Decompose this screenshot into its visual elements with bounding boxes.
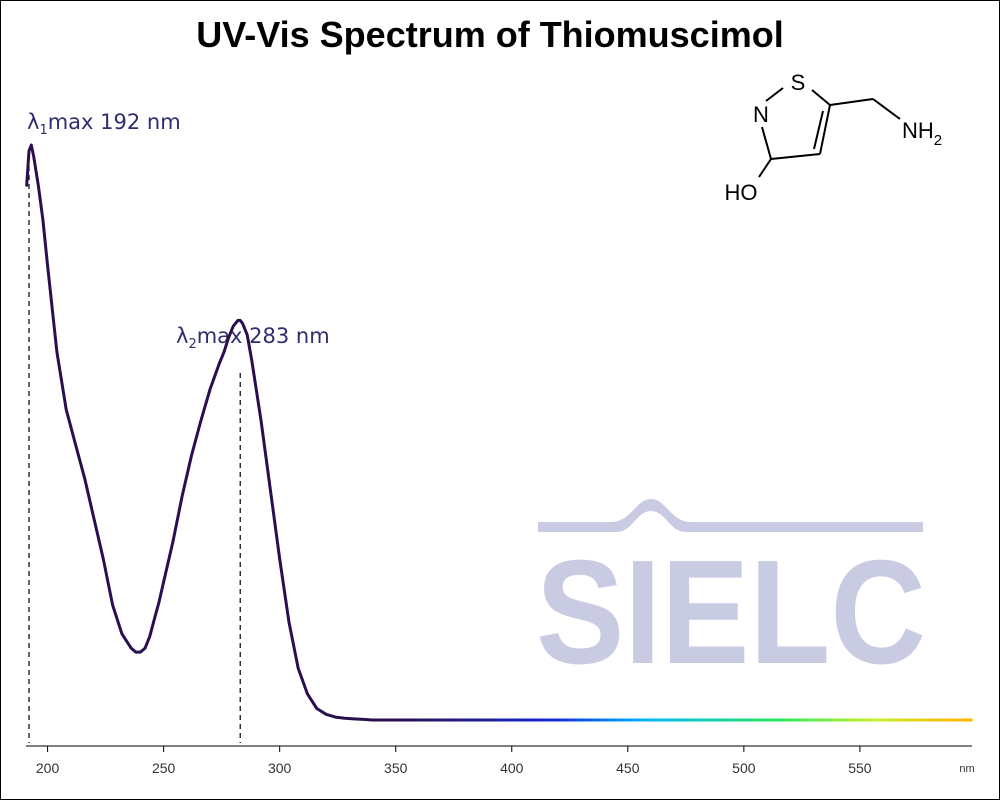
x-tick-label: 450	[616, 760, 640, 776]
x-axis-unit-label: nm	[959, 763, 974, 775]
peak-markers: λ1max 192 nm λ2max 283 nm	[27, 110, 330, 743]
x-tick-label: 550	[848, 760, 872, 776]
x-axis-ticks: 200 250 300 350 400 450 500 550	[36, 746, 872, 776]
x-tick-label: 350	[384, 760, 408, 776]
x-tick-label: 400	[500, 760, 524, 776]
sielc-watermark: SIELC	[536, 499, 926, 695]
atom-nh2-label: NH2	[902, 118, 942, 149]
spectrum-line	[25, 143, 973, 722]
atom-ho-label: HO	[725, 180, 758, 205]
watermark-swoosh	[538, 499, 923, 532]
x-tick-label: 500	[732, 760, 756, 776]
x-tick-label: 250	[152, 760, 176, 776]
peak-1-label: λ1max 192 nm	[27, 110, 181, 138]
x-tick-label: 300	[268, 760, 292, 776]
watermark-text: SIELC	[536, 530, 926, 695]
thiomuscimol-structure	[758, 87, 901, 178]
atom-n-label: N	[753, 102, 769, 127]
peak-2-label: λ2max 283 nm	[176, 324, 330, 352]
atom-s-label: S	[791, 70, 806, 95]
x-tick-label: 200	[36, 760, 60, 776]
chart-title: UV-Vis Spectrum of Thiomuscimol	[196, 14, 783, 55]
structure-atom-labels: S N HO NH2	[725, 70, 943, 205]
